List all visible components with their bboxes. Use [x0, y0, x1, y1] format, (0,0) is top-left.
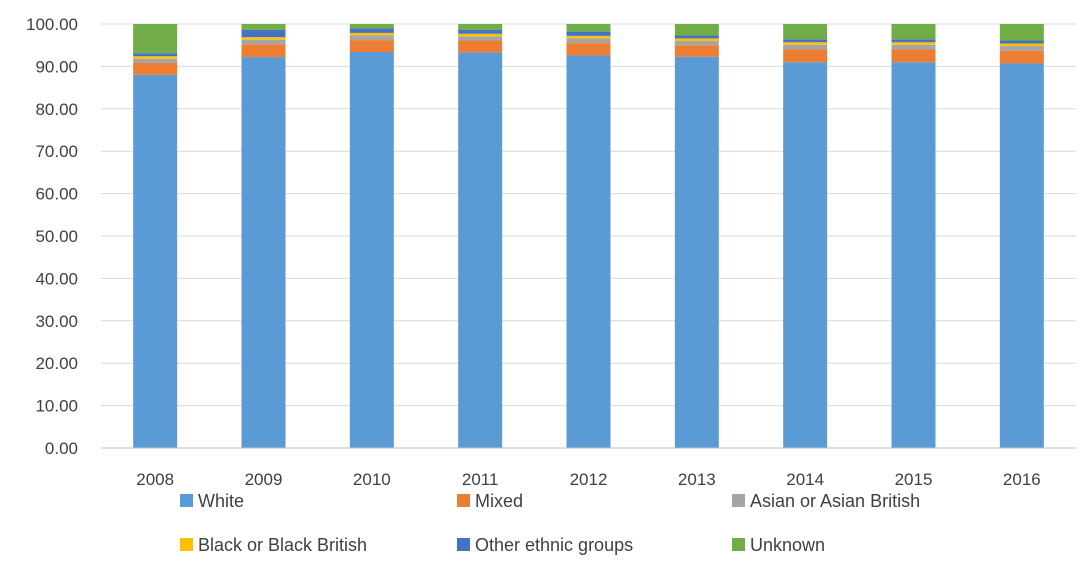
legend-label: Mixed: [475, 491, 523, 511]
legend-label: Other ethnic groups: [475, 535, 633, 555]
y-tick-label: 30.00: [35, 312, 78, 331]
bar-segment-asian-or-asian-british-2015: [891, 44, 936, 50]
x-tick-label: 2014: [786, 470, 824, 489]
legend-label: Black or Black British: [198, 535, 367, 555]
bar-segment-black-or-black-british-2010: [349, 32, 394, 36]
legend[interactable]: White Mixed Asian or Asian British Black or…: [180, 491, 920, 555]
legend-swatch: [180, 538, 193, 551]
x-axis: 2008 2009 2010 2011 2012 2013 2014 2015 2016: [101, 447, 1076, 489]
bar-segment-mixed-2014: [783, 49, 828, 63]
bar-segment-mixed-2011: [458, 40, 503, 53]
bar-segment-mixed-2013: [674, 45, 719, 57]
bar-segment-other-ethnic-groups-2008: [133, 53, 178, 57]
legend-item-asian-or-asian-british[interactable]: Asian or Asian British: [732, 491, 920, 511]
bar-segment-unknown-2012: [566, 24, 611, 32]
bar-segment-other-ethnic-groups-2012: [566, 31, 611, 36]
legend-item-unknown[interactable]: Unknown: [732, 535, 825, 555]
y-tick-label: 70.00: [35, 142, 78, 161]
bar-segment-other-ethnic-groups-2009: [241, 29, 286, 38]
bar-segment-unknown-2016: [999, 24, 1044, 41]
bar-segment-white-2008: [133, 74, 178, 448]
bar-segment-black-or-black-british-2013: [674, 38, 719, 41]
bar-segment-asian-or-asian-british-2013: [674, 40, 719, 46]
bar-segment-black-or-black-british-2015: [891, 42, 936, 45]
bar-segment-mixed-2008: [133, 63, 178, 75]
y-tick-label: 80.00: [35, 100, 78, 119]
bar-segment-unknown-2014: [783, 24, 828, 40]
y-tick-label: 10.00: [35, 397, 78, 416]
bar-segment-black-or-black-british-2016: [999, 43, 1044, 47]
y-axis: 0.00 10.00 20.00 30.00 40.00 50.00 60.00 70.00 8…: [26, 15, 78, 458]
x-tick-label: 2009: [245, 470, 283, 489]
bar-segment-white-2010: [349, 51, 394, 448]
legend-item-mixed[interactable]: Mixed: [457, 491, 523, 511]
legend-item-other-ethnic-groups[interactable]: Other ethnic groups: [457, 535, 633, 555]
bar-segment-black-or-black-british-2012: [566, 35, 611, 39]
bar-segment-mixed-2012: [566, 43, 611, 56]
bar-segment-other-ethnic-groups-2013: [674, 35, 719, 39]
legend-swatch: [732, 538, 745, 551]
bar-segment-other-ethnic-groups-2015: [891, 39, 936, 43]
bar-segment-asian-or-asian-british-2011: [458, 36, 503, 41]
bar-segment-white-2014: [783, 62, 828, 448]
bar-segment-black-or-black-british-2011: [458, 33, 503, 37]
x-tick-label: 2012: [570, 470, 608, 489]
bar-segment-asian-or-asian-british-2010: [349, 35, 394, 41]
bar-segment-other-ethnic-groups-2010: [349, 28, 394, 33]
bar-segment-asian-or-asian-british-2009: [241, 39, 286, 45]
bar-segment-asian-or-asian-british-2014: [783, 44, 828, 50]
y-tick-label: 60.00: [35, 185, 78, 204]
bar-segment-mixed-2010: [349, 40, 394, 52]
bar-segment-black-or-black-british-2008: [133, 56, 178, 59]
bar-segment-asian-or-asian-british-2012: [566, 38, 611, 44]
bar-segment-unknown-2008: [133, 24, 178, 54]
legend-swatch: [457, 494, 470, 507]
y-tick-label: 100.00: [26, 15, 78, 34]
y-tick-label: 20.00: [35, 354, 78, 373]
x-tick-label: 2015: [895, 470, 933, 489]
bar-segment-unknown-2011: [458, 24, 503, 30]
x-tick-label: 2008: [136, 470, 174, 489]
bar-segment-other-ethnic-groups-2014: [783, 39, 828, 43]
bar-segment-unknown-2009: [241, 24, 286, 30]
legend-swatch: [180, 494, 193, 507]
bar-segment-other-ethnic-groups-2016: [999, 40, 1044, 44]
bar-segment-white-2013: [674, 56, 719, 448]
bar-segment-white-2011: [458, 52, 503, 449]
bar-segment-unknown-2010: [349, 24, 394, 29]
x-tick-label: 2011: [462, 470, 499, 489]
bar-segment-unknown-2015: [891, 24, 936, 40]
bar-segment-black-or-black-british-2009: [241, 37, 286, 40]
bar-segment-black-or-black-british-2014: [783, 42, 828, 45]
bar-segment-white-2012: [566, 55, 611, 448]
bar-segment-white-2009: [241, 57, 286, 449]
legend-label: Asian or Asian British: [750, 491, 920, 511]
legend-swatch: [457, 538, 470, 551]
legend-swatch: [732, 494, 745, 507]
bar-segment-white-2016: [999, 63, 1044, 448]
y-tick-label: 50.00: [35, 227, 78, 246]
bar-segment-white-2015: [891, 62, 936, 448]
bar-segment-mixed-2016: [999, 50, 1044, 64]
bars: [133, 24, 1044, 449]
x-tick-label: 2016: [1003, 470, 1041, 489]
bar-segment-asian-or-asian-british-2008: [133, 58, 178, 64]
y-tick-label: 0.00: [45, 439, 78, 458]
legend-item-black-or-black-british[interactable]: Black or Black British: [180, 535, 367, 555]
x-tick-label: 2010: [353, 470, 391, 489]
bar-segment-other-ethnic-groups-2011: [458, 29, 503, 34]
bar-segment-mixed-2015: [891, 49, 936, 63]
y-tick-label: 40.00: [35, 269, 78, 288]
y-tick-label: 90.00: [35, 57, 78, 76]
bar-segment-unknown-2013: [674, 24, 719, 36]
bar-segment-asian-or-asian-british-2016: [999, 46, 1044, 51]
x-tick-label: 2013: [678, 470, 716, 489]
legend-label: White: [198, 491, 244, 511]
legend-label: Unknown: [750, 535, 825, 555]
bar-segment-mixed-2009: [241, 44, 286, 58]
legend-item-white[interactable]: White: [180, 491, 244, 511]
